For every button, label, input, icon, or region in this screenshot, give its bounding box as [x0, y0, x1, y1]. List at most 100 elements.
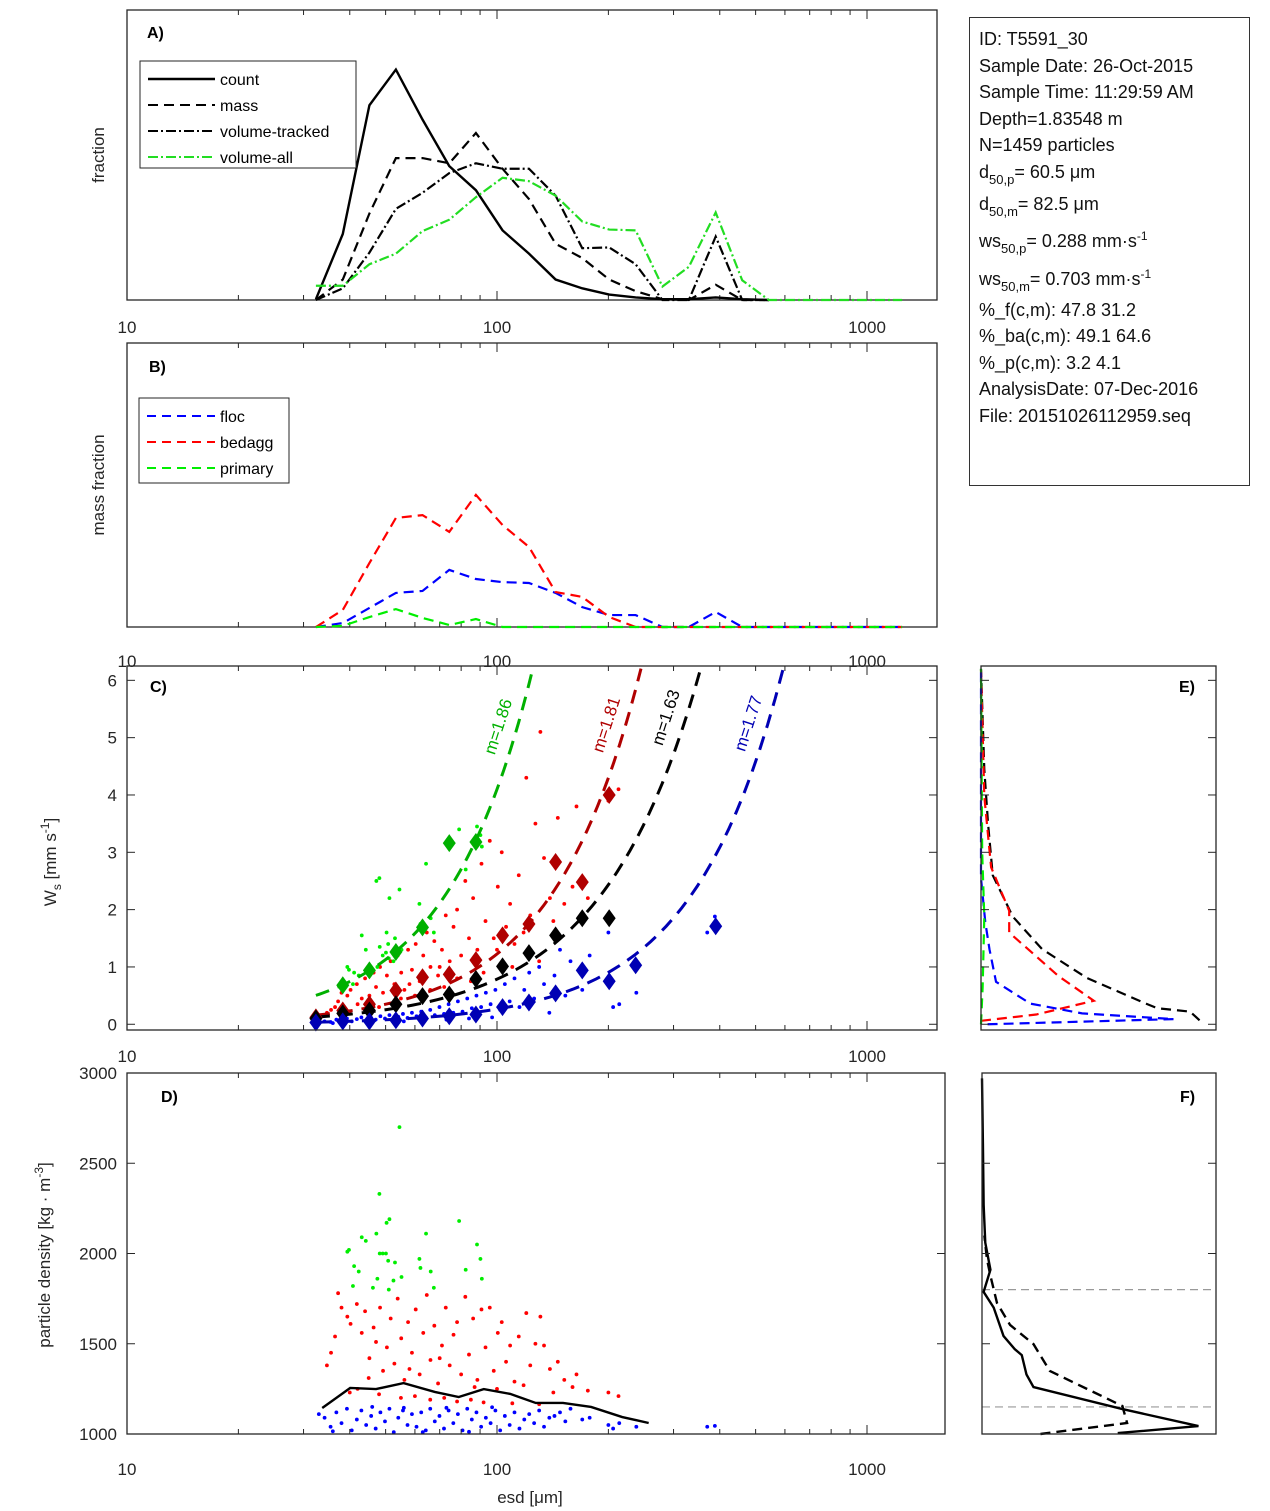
particle-point-floc	[479, 1005, 484, 1009]
particle-point-primary	[356, 1269, 361, 1274]
particle-point-bedagg	[510, 965, 515, 969]
particle-point-bedagg	[432, 939, 437, 944]
binned-mean-floc	[549, 984, 563, 1003]
particle-point-bedagg	[377, 1392, 381, 1397]
panel-b-ylabel: mass fraction	[89, 434, 108, 535]
particle-point-floc	[522, 987, 527, 992]
particle-point-bedagg	[447, 1363, 452, 1368]
particle-point-bedagg	[413, 942, 418, 946]
particle-point-bedagg	[421, 1331, 426, 1335]
particle-point-bedagg	[402, 987, 407, 992]
particle-point-bedagg	[333, 1005, 337, 1009]
particle-point-primary	[457, 1219, 462, 1223]
particle-point-primary	[479, 1276, 484, 1281]
legend-primary-label: primary	[220, 461, 273, 478]
particle-point-bedagg	[436, 973, 440, 978]
binned-mean-bedagg	[575, 873, 589, 892]
particle-point-bedagg	[406, 947, 410, 952]
particle-point-bedagg	[479, 861, 484, 866]
particle-point-floc	[474, 1410, 479, 1415]
e-series-bedagg	[979, 668, 1097, 1022]
particle-point-bedagg	[413, 1307, 418, 1312]
particle-point-bedagg	[442, 1396, 447, 1400]
info-id: ID: T5591_30	[979, 29, 1088, 49]
particle-point-primary	[359, 933, 364, 938]
legend-volume-tracked-label: volume-tracked	[220, 124, 329, 141]
series-floc	[315, 568, 903, 629]
series-bedagg	[315, 493, 903, 629]
particle-point-bedagg	[468, 1397, 473, 1402]
particle-point-primary	[431, 1285, 436, 1290]
particle-point-bedagg	[384, 1345, 389, 1350]
particle-point-bedagg	[428, 1358, 433, 1362]
particle-point-floc	[705, 930, 710, 935]
particle-point-primary	[380, 1251, 385, 1256]
binned-mean-bedagg	[442, 965, 456, 984]
particle-point-primary	[345, 965, 350, 969]
particle-point-bedagg	[570, 1385, 575, 1389]
y-tick-label: 3000	[79, 1064, 117, 1083]
binned-mean-primary	[362, 961, 376, 980]
particle-point-bedagg	[499, 850, 504, 855]
particle-point-floc	[401, 1405, 406, 1410]
binned-mean-floc	[389, 1011, 403, 1030]
y-tick-label: 3	[108, 843, 117, 862]
binned-mean-bedagg	[469, 951, 483, 970]
binned-mean-all	[362, 1001, 376, 1020]
particle-point-bedagg	[551, 919, 556, 923]
binned-mean-bedagg	[522, 914, 536, 933]
particle-point-primary	[380, 953, 385, 958]
particle-point-bedagg	[475, 947, 480, 952]
particle-point-floc	[617, 1421, 622, 1426]
particle-point-bedagg	[399, 996, 403, 1001]
binned-mean-primary	[336, 976, 350, 995]
particle-point-floc	[568, 1406, 573, 1411]
particle-point-floc	[339, 1421, 344, 1426]
particle-point-floc	[512, 1410, 517, 1415]
d50p-value: = 60.5 μm	[1014, 161, 1096, 182]
particle-point-floc	[359, 1408, 364, 1413]
binned-mean-bedagg	[549, 853, 563, 872]
particle-point-bedagg	[345, 993, 350, 998]
panel-d-ylabel-text: particle density [kg · m-3]	[32, 1162, 54, 1347]
particle-point-bedagg	[504, 924, 508, 929]
particle-point-primary	[374, 1231, 379, 1236]
particle-point-floc	[537, 1408, 542, 1413]
particle-point-bedagg	[551, 1390, 556, 1395]
d50p-label: d	[979, 161, 990, 182]
particle-point-bedagg	[585, 896, 590, 901]
particle-point-floc	[611, 1005, 616, 1009]
legend-volume-all-label: volume-all	[220, 150, 293, 167]
f-series-mass	[983, 1235, 1129, 1436]
particle-point-primary	[399, 1275, 404, 1279]
particle-point-bedagg	[562, 901, 567, 906]
particle-point-floc	[428, 1406, 433, 1411]
particle-point-floc	[446, 1002, 451, 1007]
particle-point-floc	[502, 1414, 507, 1418]
panel-d-ylabel: particle density [kg · m-3]	[32, 1162, 54, 1347]
particle-point-bedagg	[542, 856, 546, 860]
particle-point-primary	[397, 887, 402, 892]
particle-point-floc	[432, 1419, 437, 1424]
particle-point-floc	[396, 1415, 401, 1420]
particle-point-primary	[397, 1125, 402, 1130]
particle-point-bedagg	[479, 1307, 484, 1312]
e-series-all	[979, 668, 1201, 1022]
particle-point-primary	[384, 1251, 388, 1256]
particle-point-bedagg	[533, 1341, 538, 1346]
particle-point-bedagg	[495, 1386, 499, 1391]
particle-point-bedagg	[455, 1320, 459, 1324]
particle-point-bedagg	[562, 1377, 567, 1382]
particle-point-floc	[493, 987, 498, 992]
panel-f-label: F)	[1180, 1089, 1195, 1106]
particle-point-floc	[354, 1017, 359, 1022]
particle-point-bedagg	[424, 1293, 429, 1297]
particle-point-bedagg	[574, 1372, 579, 1377]
particle-point-floc	[391, 1430, 396, 1435]
panel-b-frame	[126, 342, 938, 628]
particle-point-floc	[493, 1408, 498, 1413]
binned-mean-all	[602, 909, 616, 928]
panel-c-yticks: 0 1 2 3 4 5 6	[108, 671, 937, 1034]
info-sample-date: Sample Date: 26-Oct-2015	[979, 55, 1194, 76]
particle-point-primary	[457, 827, 462, 832]
